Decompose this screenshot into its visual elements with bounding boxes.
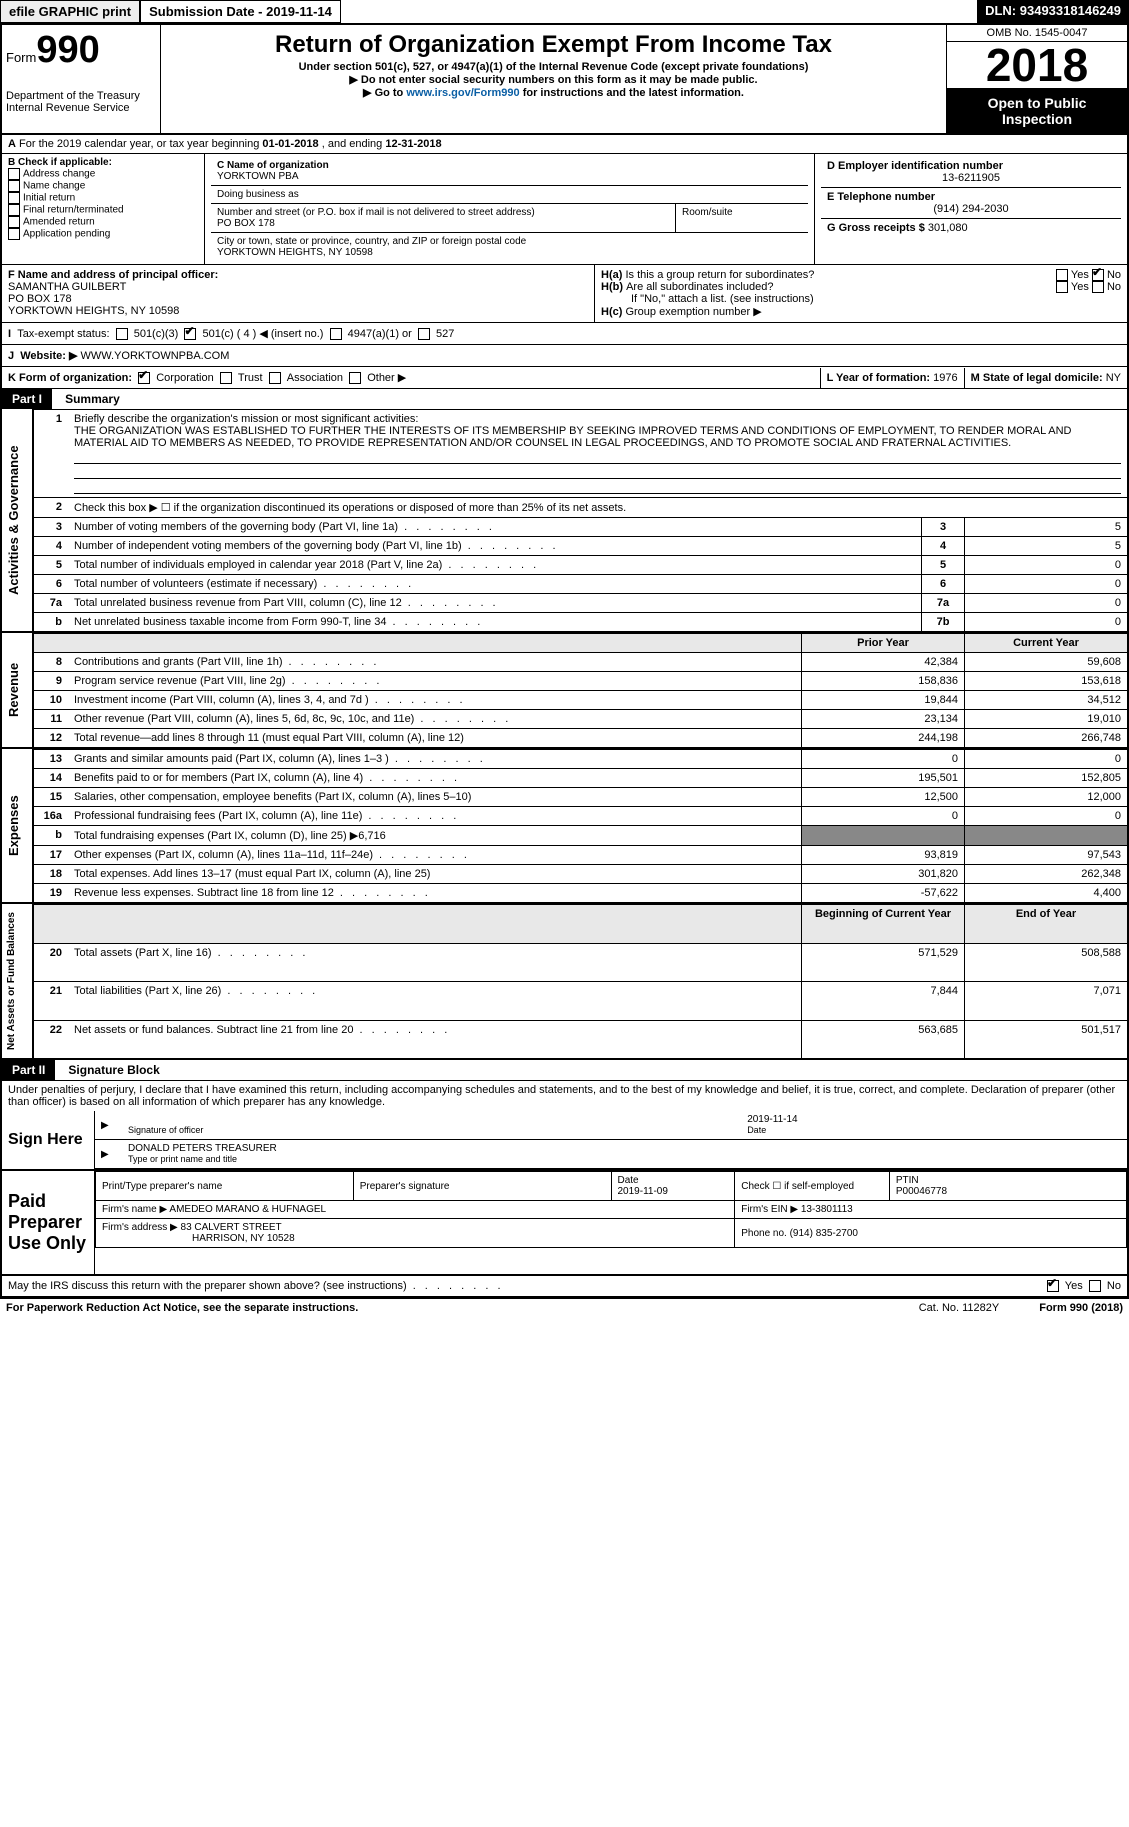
table-row: 3Number of voting members of the governi… <box>34 518 1127 537</box>
table-row: 17Other expenses (Part IX, column (A), l… <box>34 846 1127 865</box>
table-row: 12Total revenue—add lines 8 through 11 (… <box>34 729 1127 748</box>
topbar: efile GRAPHIC print Submission Date - 20… <box>0 0 1129 23</box>
form-of-org: K Form of organization: Corporation Trus… <box>2 367 820 388</box>
table-row: 19Revenue less expenses. Subtract line 1… <box>34 884 1127 903</box>
side-label-netassets: Net Assets or Fund Balances <box>2 904 34 1058</box>
paid-preparer-label: Paid Preparer Use Only <box>2 1171 95 1274</box>
section-b: B Check if applicable: Address change Na… <box>2 154 205 264</box>
room-suite: Room/suite <box>675 204 808 232</box>
principal-officer: F Name and address of principal officer:… <box>2 265 595 322</box>
org-name: C Name of organization YORKTOWN PBA <box>211 157 808 186</box>
table-row: 11Other revenue (Part VIII, column (A), … <box>34 710 1127 729</box>
table-row: 18Total expenses. Add lines 13–17 (must … <box>34 865 1127 884</box>
irs-link[interactable]: www.irs.gov/Form990 <box>406 87 519 99</box>
subtitle-1: Under section 501(c), 527, or 4947(a)(1)… <box>181 61 926 73</box>
table-row: 14Benefits paid to or for members (Part … <box>34 769 1127 788</box>
efile-print-button[interactable]: efile GRAPHIC print <box>0 0 140 23</box>
tax-year: 2018 <box>947 42 1127 89</box>
state-domicile: M State of legal domicile: NY <box>964 368 1127 388</box>
ein: D Employer identification number 13-6211… <box>821 157 1121 188</box>
side-label-governance: Activities & Governance <box>2 409 34 631</box>
part-1-title: Summary <box>55 389 130 409</box>
table-row: 8Contributions and grants (Part VIII, li… <box>34 653 1127 672</box>
year-formation: L Year of formation: 1976 <box>820 368 964 388</box>
table-row: 20Total assets (Part X, line 16)571,5295… <box>34 943 1127 982</box>
line-a: A For the 2019 calendar year, or tax yea… <box>0 135 1129 154</box>
subtitle-3: ▶ Go to www.irs.gov/Form990 for instruct… <box>181 86 926 99</box>
city-state-zip: City or town, state or province, country… <box>211 233 808 261</box>
sign-here-label: Sign Here <box>2 1111 95 1169</box>
table-row: bTotal fundraising expenses (Part IX, co… <box>34 826 1127 846</box>
subtitle-2: ▶ Do not enter social security numbers o… <box>181 73 926 86</box>
perjury-statement: Under penalties of perjury, I declare th… <box>0 1080 1129 1111</box>
form-title: Return of Organization Exempt From Incom… <box>181 31 926 59</box>
dba: Doing business as <box>211 186 808 204</box>
open-public-badge: Open to Public Inspection <box>947 89 1127 133</box>
table-row: 6Total number of volunteers (estimate if… <box>34 575 1127 594</box>
submission-date: Submission Date - 2019-11-14 <box>140 0 341 23</box>
table-row: bNet unrelated business taxable income f… <box>34 613 1127 632</box>
street-address: Number and street (or P.O. box if mail i… <box>211 204 675 232</box>
form-header: Form990 Department of the Treasury Inter… <box>0 23 1129 135</box>
irs-label: Internal Revenue Service <box>6 102 156 114</box>
section-h: H(a) Is this a group return for subordin… <box>595 265 1127 322</box>
dept-treasury: Department of the Treasury <box>6 90 156 102</box>
table-row: 9Program service revenue (Part VIII, lin… <box>34 672 1127 691</box>
form-number: Form990 <box>6 29 156 72</box>
table-row: 7aTotal unrelated business revenue from … <box>34 594 1127 613</box>
side-label-revenue: Revenue <box>2 633 34 747</box>
side-label-expenses: Expenses <box>2 749 34 902</box>
table-row: 5Total number of individuals employed in… <box>34 556 1127 575</box>
gross-receipts: G Gross receipts $ 301,080 <box>821 219 1121 237</box>
website: J Website: ▶ WWW.YORKTOWNPBA.COM <box>0 345 1129 367</box>
telephone: E Telephone number (914) 294-2030 <box>821 188 1121 219</box>
page-footer: For Paperwork Reduction Act Notice, see … <box>0 1298 1129 1317</box>
part-1-header: Part I <box>2 389 52 409</box>
dln: DLN: 93493318146249 <box>977 0 1129 23</box>
table-row: 4Number of independent voting members of… <box>34 537 1127 556</box>
table-row: 10Investment income (Part VIII, column (… <box>34 691 1127 710</box>
tax-exempt-status: I Tax-exempt status: 501(c)(3) 501(c) ( … <box>0 323 1129 345</box>
table-row: 22Net assets or fund balances. Subtract … <box>34 1020 1127 1058</box>
irs-discuss: May the IRS discuss this return with the… <box>0 1276 1129 1298</box>
part-2-header: Part II <box>2 1060 55 1080</box>
part-2-title: Signature Block <box>58 1060 169 1080</box>
table-row: 16aProfessional fundraising fees (Part I… <box>34 807 1127 826</box>
mission-text: THE ORGANIZATION WAS ESTABLISHED TO FURT… <box>74 423 1072 451</box>
table-row: 15Salaries, other compensation, employee… <box>34 788 1127 807</box>
table-row: 21Total liabilities (Part X, line 26)7,8… <box>34 982 1127 1021</box>
table-row: 13Grants and similar amounts paid (Part … <box>34 750 1127 769</box>
